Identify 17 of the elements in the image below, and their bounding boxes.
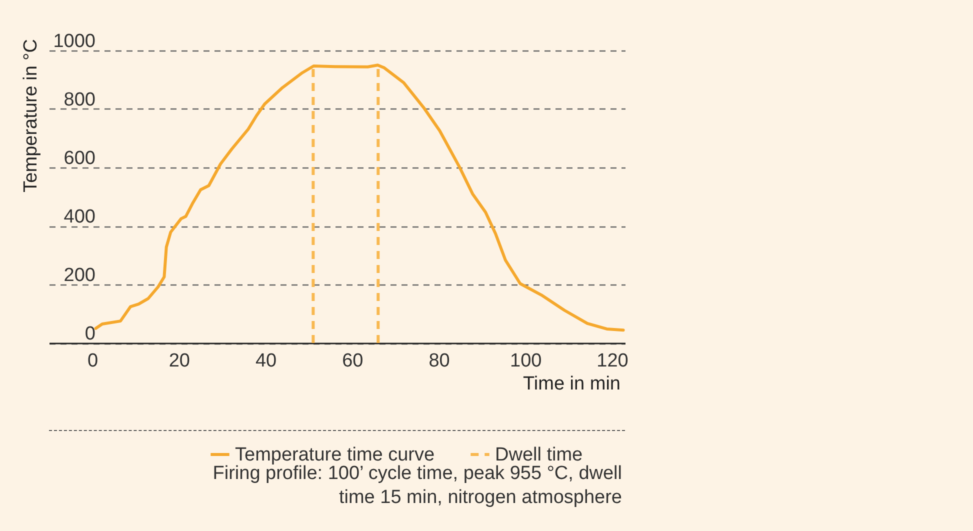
- x-tick-label: 100: [510, 350, 542, 372]
- y-axis-title: Temperature in °C: [20, 39, 42, 192]
- x-tick-label: 20: [168, 350, 190, 372]
- text: Firing profile: 100’ cycle time, peak 955 °C, dwell time 15 min, nitrogen atmosphere: [212, 463, 622, 510]
- y-tick-label: 400: [64, 206, 96, 228]
- legend-label: Dwell time: [495, 444, 583, 466]
- legend-label: Temperature time curve: [235, 444, 435, 466]
- x-tick-label: 80: [428, 350, 450, 372]
- y-tick-label: 800: [64, 90, 96, 110]
- y-tick-label: 1000: [53, 31, 96, 52]
- x-tick-label: 60: [342, 350, 364, 372]
- y-tick-label: 200: [64, 265, 96, 286]
- y-tick-label: 600: [64, 148, 96, 169]
- x-axis-title: Time in min: [523, 374, 620, 394]
- x-tick-label: 40: [255, 350, 277, 372]
- x-tick-label: 120: [596, 350, 628, 372]
- y-tick-label: 0: [84, 324, 96, 344]
